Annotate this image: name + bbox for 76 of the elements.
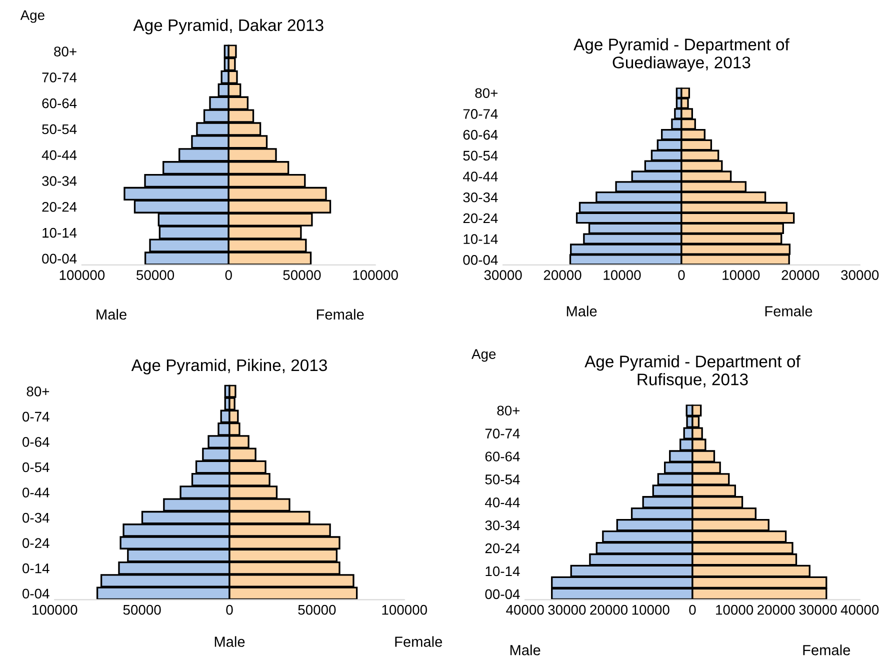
x-tick-label: 40000: [840, 604, 879, 615]
x-tick-label: 100000: [353, 270, 398, 280]
y-tick-label: 20-24: [463, 213, 498, 224]
x-tick-label: 20000: [782, 270, 820, 280]
x-tick-label: 30000: [484, 270, 522, 280]
y-tick-label: 0-64: [22, 437, 50, 447]
x-tick-label: 100000: [60, 270, 105, 280]
x-tick-label: 100000: [382, 604, 428, 615]
y-tick-label: 50-54: [463, 150, 498, 161]
x-tick-label: 0: [689, 604, 696, 615]
y-tick-label: 40-44: [485, 497, 520, 508]
text: Male: [214, 636, 245, 647]
y-tick-label: 0-14: [22, 563, 50, 574]
y-tick-label: 70-74: [463, 109, 498, 119]
y-tick-label: 0-44: [22, 488, 50, 498]
y-tick-label: 00-04: [42, 254, 77, 264]
x-tick-label: 10000: [722, 270, 760, 280]
y-tick-label: 0-34: [22, 512, 50, 523]
x-tick-label: 30000: [548, 604, 586, 615]
x-tick-label: 30000: [841, 270, 879, 280]
text: Male: [510, 644, 540, 656]
chart-title: Age Pyramid, Dakar 2013: [133, 18, 324, 34]
y-tick-label: 80+: [497, 406, 520, 416]
y-tick-label: 80+: [54, 46, 76, 56]
chart-title: Age Pyramid - Department of Guediawaye, 2013: [574, 38, 790, 72]
text: Female: [316, 308, 364, 320]
y-tick-label: 70-74: [42, 72, 77, 82]
y-tick-label: 30-34: [485, 520, 520, 530]
x-tick-label: 40000: [506, 604, 544, 615]
y-tick-label: 40-44: [462, 172, 498, 182]
x-tick-label: 10000: [632, 604, 670, 615]
y-tick-label: 80+: [475, 88, 498, 98]
x-tick-label: 20000: [590, 604, 628, 615]
y-tick-label: 20-24: [42, 202, 77, 212]
x-tick-label: 50000: [298, 604, 336, 615]
x-tick-label: 10000: [604, 270, 641, 280]
y-tick-label: 20-24: [485, 543, 520, 554]
y-tick-label: 30-34: [42, 176, 77, 186]
y-axis-title: Age: [20, 10, 44, 23]
x-tick-label: 20000: [758, 604, 795, 615]
y-tick-label: 00-04: [463, 255, 498, 265]
y-tick-label: 0-24: [22, 538, 50, 548]
x-tick-label: 30000: [799, 604, 837, 615]
text: Female: [395, 636, 442, 647]
y-axis-title: Age: [472, 349, 496, 362]
y-tick-label: 60-64: [485, 452, 520, 462]
y-tick-label: 00-04: [485, 589, 520, 600]
y-tick-label: 80+: [26, 386, 50, 396]
y-tick-label: 50-54: [485, 474, 520, 484]
x-tick-label: 20000: [544, 270, 582, 280]
text: Female: [803, 644, 850, 656]
y-tick-label: 10-14: [42, 228, 77, 238]
y-tick-label: 60-64: [42, 98, 77, 108]
x-tick-label: 100000: [32, 604, 78, 615]
y-tick-label: 50-54: [42, 124, 77, 134]
x-tick-label: 50000: [136, 270, 174, 280]
x-tick-label: 10000: [716, 604, 754, 615]
x-tick-label: 0: [225, 270, 232, 280]
y-tick-label: 30-34: [463, 192, 498, 202]
y-tick-label: 70-74: [485, 428, 520, 438]
y-tick-label: 0-54: [22, 462, 50, 472]
y-tick-label: 10-14: [486, 566, 520, 576]
y-tick-label: 10-14: [464, 234, 498, 244]
x-tick-label: 50000: [123, 604, 161, 615]
text: Male: [566, 306, 597, 316]
x-tick-label: 50000: [283, 270, 321, 280]
y-tick-label: 40-44: [42, 150, 77, 160]
x-tick-label: 0: [226, 604, 233, 615]
x-tick-label: 0: [678, 270, 685, 280]
y-tick-label: 0-04: [22, 588, 50, 599]
chart-title: Age Pyramid - Department of Rufisque, 2013: [584, 355, 800, 389]
y-tick-label: 60-64: [463, 130, 498, 140]
text: Female: [765, 306, 812, 316]
chart-title: Age Pyramid, Pikine, 2013: [131, 358, 327, 374]
text: Male: [96, 308, 126, 320]
y-tick-label: 0-74: [22, 412, 50, 422]
